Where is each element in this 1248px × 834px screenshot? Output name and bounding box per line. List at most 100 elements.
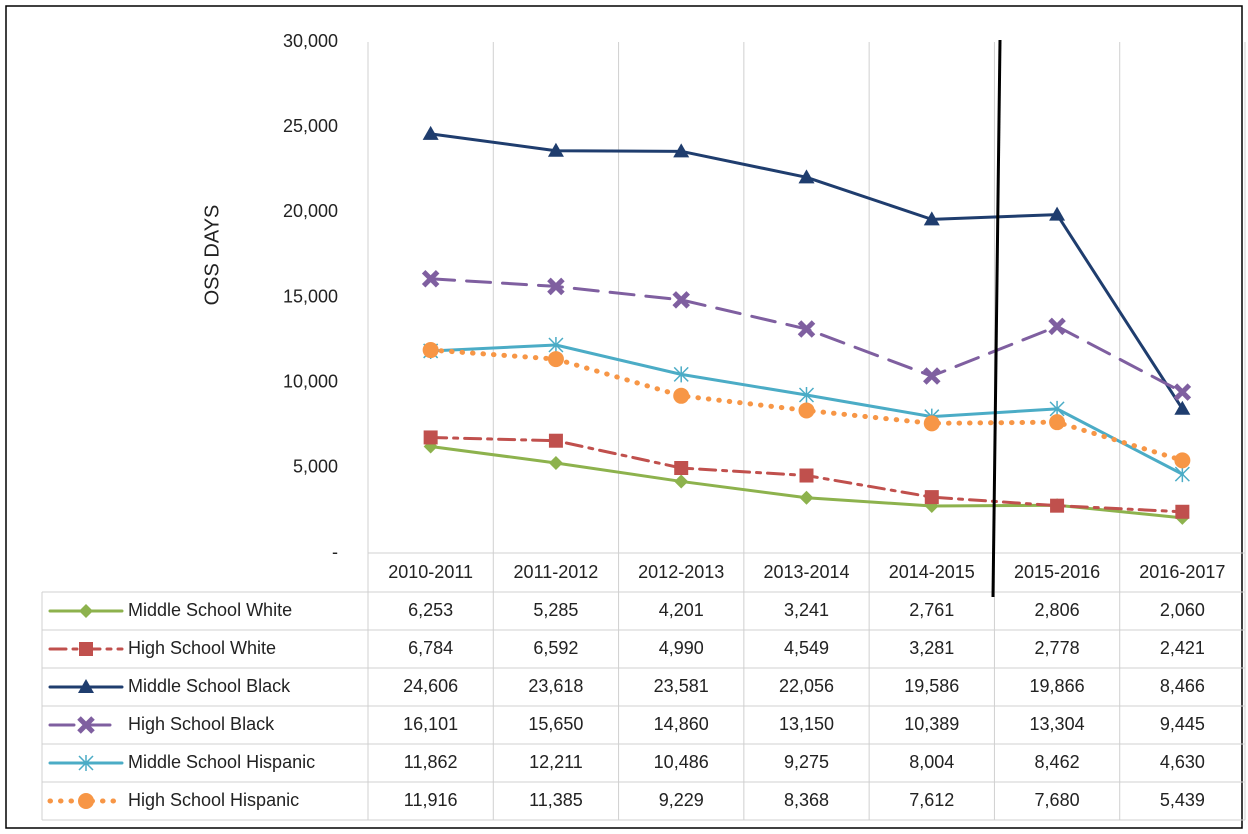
table-cell: 4,990	[659, 638, 704, 658]
table-cell: 12,211	[529, 752, 583, 772]
table-cell: 4,630	[1160, 752, 1205, 772]
marker	[923, 367, 941, 385]
table-cell: 13,304	[1030, 714, 1085, 734]
marker	[77, 716, 95, 734]
marker	[924, 490, 939, 505]
table-cell: 9,229	[659, 790, 704, 810]
table-cell: 2,421	[1160, 638, 1205, 658]
table-cell: 7,680	[1035, 790, 1080, 810]
marker	[798, 402, 815, 419]
table-cell: 8,004	[909, 752, 954, 772]
x-tick-label: 2012-2013	[638, 562, 724, 582]
x-tick-label: 2011-2012	[514, 562, 599, 582]
table-cell: 8,462	[1035, 752, 1080, 772]
y-tick-label: 15,000	[283, 286, 338, 306]
marker	[422, 342, 439, 359]
legend-label: Middle School Hispanic	[128, 752, 315, 772]
table-cell: 2,761	[909, 600, 954, 620]
table-cell: 9,445	[1160, 714, 1205, 734]
marker	[548, 337, 564, 354]
marker	[421, 269, 440, 288]
table-cell: 7,612	[909, 790, 954, 810]
marker	[79, 604, 93, 618]
table-cell: 8,466	[1160, 676, 1205, 696]
marker	[1173, 383, 1192, 401]
legend-label: High School White	[128, 638, 276, 658]
marker	[78, 755, 94, 771]
legend-label: Middle School White	[128, 600, 292, 620]
table-cell: 8,368	[784, 790, 829, 810]
table-cell: 23,581	[654, 676, 709, 696]
marker	[1175, 504, 1190, 519]
table-cell: 11,862	[404, 752, 458, 772]
y-tick-label: 10,000	[283, 371, 338, 391]
marker	[799, 468, 814, 483]
table-cell: 13,150	[779, 714, 834, 734]
table-cell: 22,056	[779, 676, 834, 696]
table-cell: 11,916	[404, 790, 458, 810]
table-cell: 6,253	[408, 600, 453, 620]
marker	[673, 387, 690, 404]
table-cell: 2,060	[1160, 600, 1205, 620]
marker	[798, 169, 815, 184]
table-cell: 2,806	[1035, 600, 1080, 620]
table-cell: 6,592	[533, 638, 578, 658]
table-cell: 16,101	[403, 714, 458, 734]
legend-label: Middle School Black	[128, 676, 291, 696]
marker	[674, 461, 689, 476]
marker	[548, 455, 563, 470]
marker	[78, 679, 94, 693]
marker	[673, 143, 690, 158]
marker	[547, 351, 564, 368]
x-tick-label: 2013-2014	[763, 562, 849, 582]
table-cell: 15,650	[528, 714, 583, 734]
x-tick-label: 2016-2017	[1139, 562, 1225, 582]
marker	[673, 366, 689, 383]
frame	[5, 5, 1243, 829]
x-tick-label: 2014-2015	[889, 562, 975, 582]
marker	[423, 430, 438, 445]
table-cell: 19,866	[1030, 676, 1085, 696]
legend-label: High School Black	[128, 714, 275, 734]
marker	[79, 642, 93, 656]
y-tick-label: 25,000	[283, 116, 338, 136]
table-cell: 3,281	[909, 638, 954, 658]
marker	[422, 125, 439, 140]
table-cell: 14,860	[654, 714, 709, 734]
x-tick-label: 2015-2016	[1014, 562, 1100, 582]
marker	[1048, 317, 1066, 336]
table-cell: 5,439	[1160, 790, 1205, 810]
marker	[548, 433, 563, 448]
table-cell: 4,549	[784, 638, 829, 658]
table-cell: 10,486	[654, 752, 709, 772]
x-tick-label: 2010-2011	[388, 562, 473, 582]
y-tick-label: 30,000	[283, 31, 338, 51]
y-tick-label: 5,000	[293, 457, 338, 477]
marker	[1050, 498, 1065, 513]
marker	[923, 415, 940, 432]
marker	[674, 474, 689, 489]
legend-label: High School Hispanic	[128, 790, 299, 810]
table-cell: 5,285	[533, 600, 578, 620]
table-cell: 9,275	[784, 752, 829, 772]
table-cell: 4,201	[659, 600, 704, 620]
divider-line	[991, 39, 1002, 598]
marker	[1174, 452, 1191, 469]
table-cell: 24,606	[403, 676, 458, 696]
marker	[547, 277, 565, 296]
y-tick-label: 20,000	[283, 201, 338, 221]
table-cell: 19,586	[904, 676, 959, 696]
marker	[798, 387, 815, 404]
marker	[1049, 206, 1066, 221]
table-cell: 3,241	[784, 600, 829, 620]
marker	[78, 793, 94, 809]
table-cell: 23,618	[528, 676, 583, 696]
table-cell: 10,389	[904, 714, 959, 734]
table-cell: 6,784	[408, 638, 453, 658]
series-line	[429, 277, 1184, 394]
table-cell: 11,385	[529, 790, 583, 810]
marker	[1174, 466, 1190, 483]
marker	[923, 211, 940, 226]
marker	[672, 291, 690, 309]
marker	[547, 142, 564, 157]
